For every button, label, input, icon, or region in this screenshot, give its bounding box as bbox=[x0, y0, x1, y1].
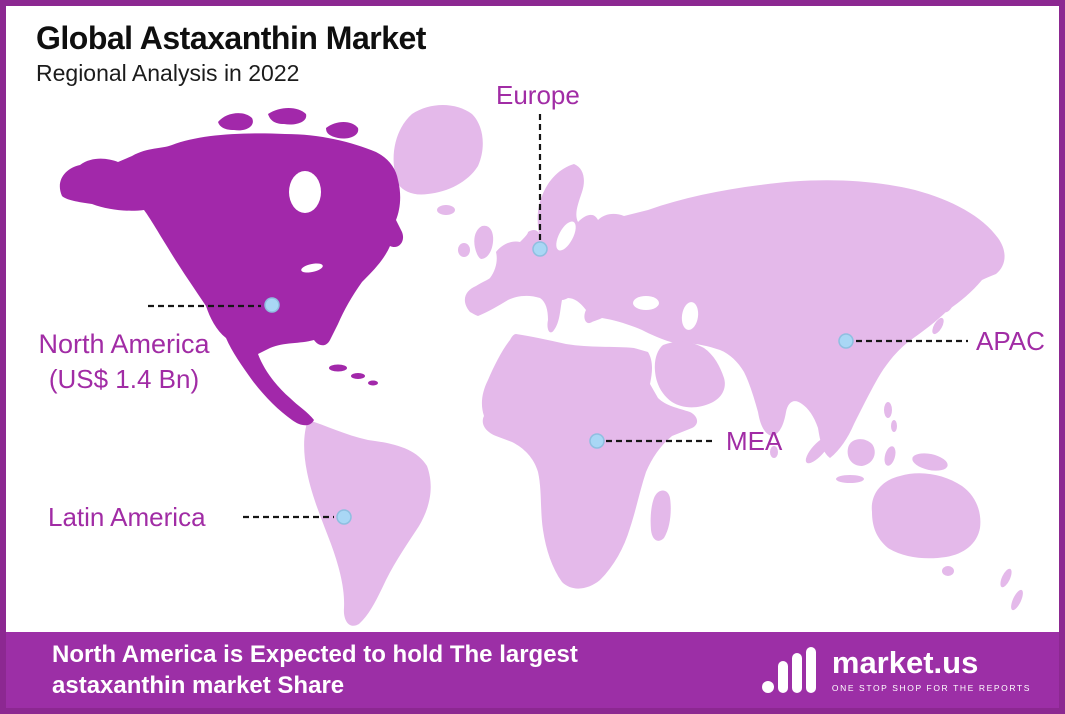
continent-greenland bbox=[393, 105, 483, 195]
header: Global Astaxanthin Market Regional Analy… bbox=[36, 20, 426, 87]
marketus-logo-icon bbox=[761, 647, 816, 693]
island-madagascar bbox=[650, 490, 671, 541]
island-borneo bbox=[847, 439, 875, 466]
continent-eurasia bbox=[464, 164, 1005, 458]
region-label-north-america: North America (US$ 1.4 Bn) bbox=[4, 328, 244, 396]
marker-latin-america bbox=[336, 509, 352, 525]
sea-hudson-bay bbox=[289, 171, 321, 213]
brand-block: market.us ONE STOP SHOP FOR THE REPORTS bbox=[761, 647, 1031, 693]
sea-caspian bbox=[681, 302, 699, 330]
region-label-north-america-value: (US$ 1.4 Bn) bbox=[48, 364, 200, 395]
brand-text: market.us ONE STOP SHOP FOR THE REPORTS bbox=[832, 647, 1031, 693]
continent-south-america bbox=[304, 420, 431, 626]
island-java bbox=[836, 475, 864, 483]
footer-headline: North America is Expected to hold The la… bbox=[52, 639, 578, 701]
island-sri-lanka bbox=[770, 446, 778, 458]
page-title: Global Astaxanthin Market bbox=[36, 20, 426, 56]
island-caribbean bbox=[329, 364, 347, 372]
island-sulawesi bbox=[884, 446, 896, 466]
island-caribbean bbox=[351, 373, 365, 379]
region-arabia bbox=[654, 341, 725, 408]
island-sumatra bbox=[805, 436, 831, 464]
island-tasmania bbox=[942, 566, 954, 576]
continent-africa bbox=[481, 334, 698, 589]
island-ireland bbox=[458, 243, 470, 257]
continent-australia bbox=[871, 473, 981, 559]
island-caribbean bbox=[368, 380, 378, 386]
island-uk bbox=[474, 225, 494, 259]
sea-black-sea bbox=[633, 296, 659, 310]
region-label-north-america-name: North America bbox=[38, 329, 210, 359]
page-subtitle: Regional Analysis in 2022 bbox=[36, 59, 300, 86]
island-new-guinea bbox=[912, 453, 948, 471]
marker-apac bbox=[838, 333, 854, 349]
region-label-apac: APAC bbox=[976, 326, 1045, 356]
island-philippines bbox=[891, 420, 897, 432]
island-new-zealand bbox=[1011, 589, 1023, 611]
marker-mea bbox=[589, 433, 605, 449]
sea-baltic bbox=[556, 221, 576, 251]
island-arctic bbox=[268, 108, 307, 125]
brand-tagline: ONE STOP SHOP FOR THE REPORTS bbox=[831, 683, 1031, 693]
footer-headline-line1: North America is Expected to hold The la… bbox=[52, 640, 578, 668]
island-japan bbox=[932, 317, 944, 335]
region-label-europe: Europe bbox=[496, 80, 580, 110]
marker-north-america bbox=[264, 297, 280, 313]
island-philippines bbox=[884, 402, 892, 418]
island-iceland bbox=[437, 205, 455, 215]
continent-north-america-highlighted bbox=[59, 133, 404, 426]
sea-great-lakes bbox=[301, 263, 323, 273]
island-arctic bbox=[326, 122, 359, 139]
footer-headline-line2: astaxanthin market Share bbox=[52, 672, 345, 699]
region-label-latin-america: Latin America bbox=[48, 502, 206, 532]
marker-europe bbox=[532, 241, 548, 257]
island-new-zealand bbox=[1000, 568, 1012, 588]
island-arctic bbox=[218, 113, 253, 131]
footer-banner: North America is Expected to hold The la… bbox=[6, 632, 1059, 708]
island-japan bbox=[943, 287, 957, 313]
region-label-mea: MEA bbox=[726, 426, 783, 456]
brand-name: market.us bbox=[831, 645, 979, 680]
